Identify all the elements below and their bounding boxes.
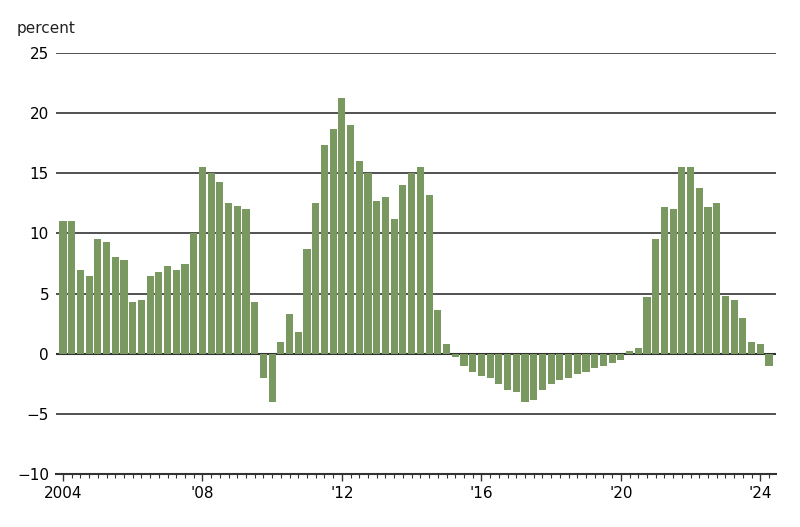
Bar <box>739 318 746 354</box>
Bar <box>103 242 110 354</box>
Bar <box>766 354 773 366</box>
Bar <box>294 332 302 354</box>
Bar <box>112 258 119 354</box>
Bar <box>469 354 476 372</box>
Bar <box>504 354 511 390</box>
Bar <box>460 354 467 366</box>
Bar <box>94 239 102 354</box>
Bar <box>399 185 406 354</box>
Bar <box>539 354 546 390</box>
Bar <box>321 145 328 354</box>
Bar <box>374 201 380 354</box>
Bar <box>207 173 214 354</box>
Bar <box>618 354 625 360</box>
Bar <box>382 197 389 354</box>
Bar <box>582 354 590 372</box>
Bar <box>86 276 93 354</box>
Bar <box>199 167 206 354</box>
Bar <box>643 297 650 354</box>
Bar <box>269 354 276 402</box>
Bar <box>330 129 337 354</box>
Bar <box>696 188 703 354</box>
Bar <box>286 314 293 354</box>
Bar <box>687 167 694 354</box>
Bar <box>478 354 485 376</box>
Bar <box>278 342 285 354</box>
Bar <box>146 276 154 354</box>
Bar <box>574 354 581 374</box>
Bar <box>129 302 136 354</box>
Bar <box>138 300 145 354</box>
Bar <box>626 352 633 354</box>
Bar <box>216 182 223 354</box>
Bar <box>426 195 433 354</box>
Bar <box>713 203 720 354</box>
Bar <box>356 161 363 354</box>
Bar <box>338 99 346 354</box>
Bar <box>390 219 398 354</box>
Bar <box>600 354 607 366</box>
Bar <box>513 354 520 393</box>
Text: percent: percent <box>17 21 75 36</box>
Bar <box>722 296 729 354</box>
Bar <box>652 239 659 354</box>
Bar <box>452 354 458 357</box>
Bar <box>68 221 75 354</box>
Bar <box>234 206 241 354</box>
Bar <box>164 266 171 354</box>
Bar <box>748 342 755 354</box>
Bar <box>730 300 738 354</box>
Bar <box>59 221 66 354</box>
Bar <box>434 310 442 354</box>
Bar <box>495 354 502 384</box>
Bar <box>634 348 642 354</box>
Bar <box>347 125 354 354</box>
Bar <box>365 173 372 354</box>
Bar <box>522 354 529 402</box>
Bar <box>121 260 127 354</box>
Bar <box>757 344 764 354</box>
Bar <box>565 354 572 378</box>
Bar <box>408 173 415 354</box>
Bar <box>417 167 424 354</box>
Bar <box>303 249 310 354</box>
Bar <box>591 354 598 368</box>
Bar <box>670 209 677 354</box>
Bar <box>173 269 180 354</box>
Bar <box>251 302 258 354</box>
Bar <box>312 203 319 354</box>
Bar <box>77 269 84 354</box>
Bar <box>260 354 267 378</box>
Bar <box>155 272 162 354</box>
Bar <box>609 354 616 364</box>
Bar <box>556 354 563 380</box>
Bar <box>661 207 668 354</box>
Bar <box>242 209 250 354</box>
Bar <box>678 167 686 354</box>
Bar <box>225 203 232 354</box>
Bar <box>190 233 198 354</box>
Bar <box>530 354 538 399</box>
Bar <box>547 354 554 384</box>
Bar <box>486 354 494 378</box>
Bar <box>705 207 711 354</box>
Bar <box>182 264 189 354</box>
Bar <box>443 344 450 354</box>
